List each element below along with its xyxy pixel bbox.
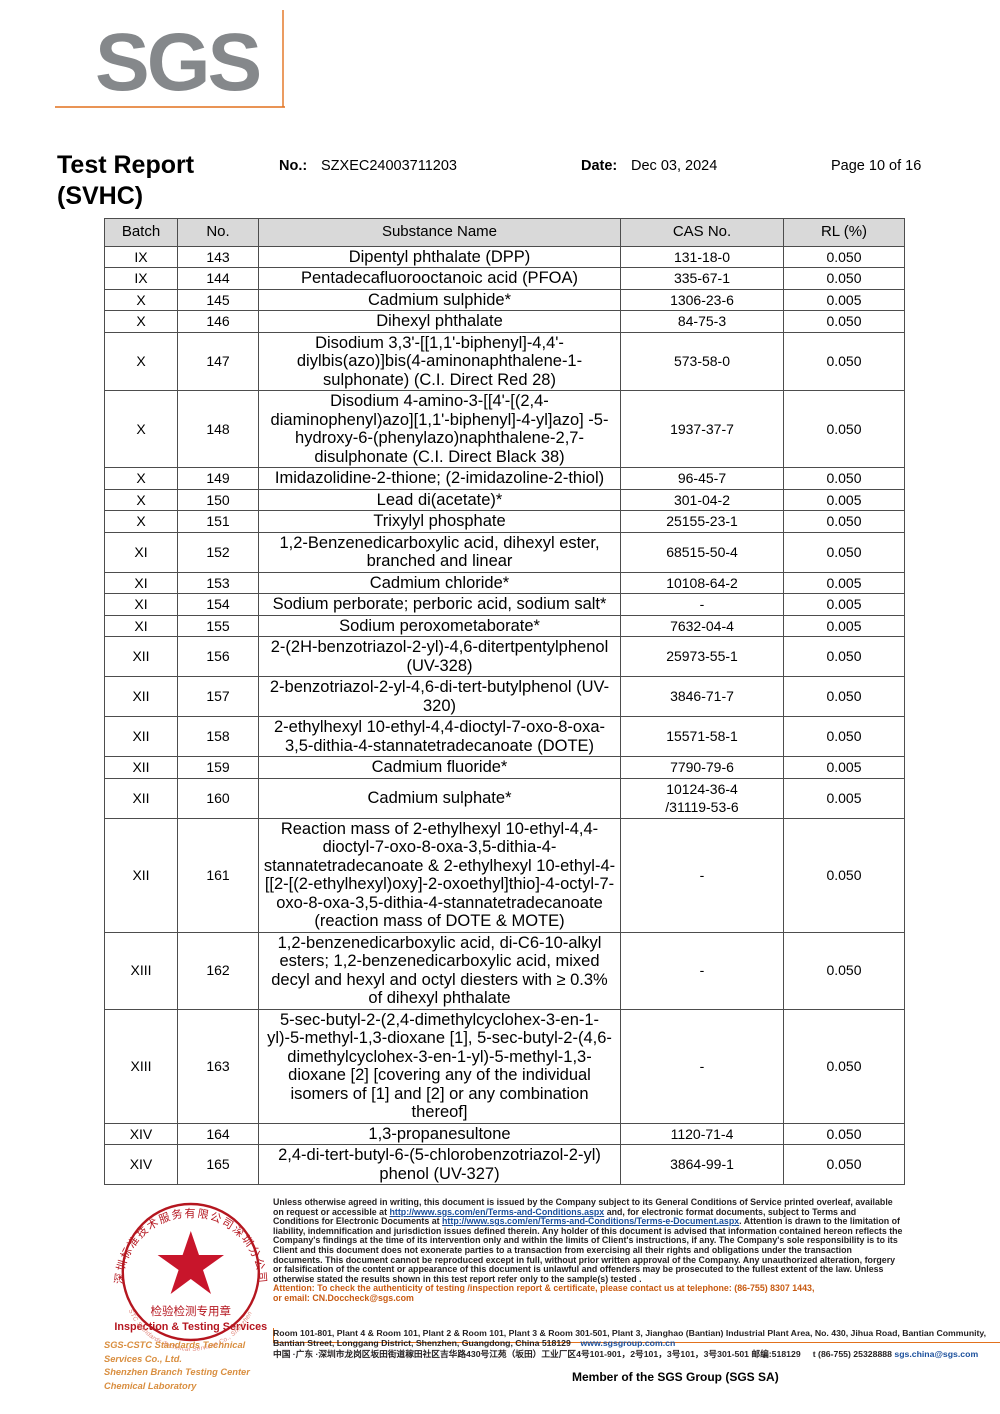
svg-text:SGS: SGS xyxy=(95,17,259,108)
svg-text:检验检测专用章: 检验检测专用章 xyxy=(151,1304,232,1318)
